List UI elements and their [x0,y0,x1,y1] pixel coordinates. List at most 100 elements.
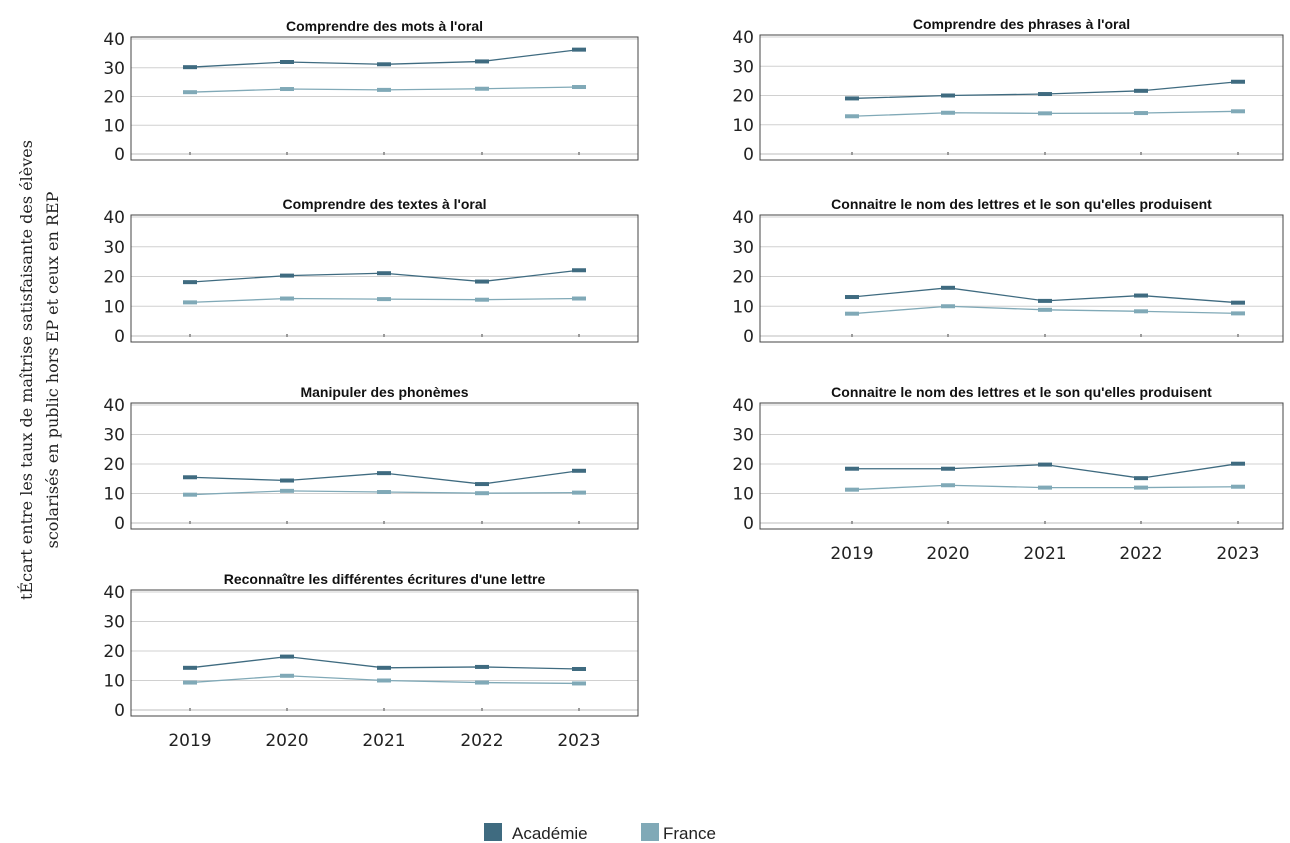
y-tick-label: 0 [743,514,754,534]
panel-title: Reconnaître les différentes écritures d'… [224,571,546,587]
y-tick-label: 40 [732,208,754,228]
y-tick-label: 30 [103,59,125,79]
y-tick-label: 0 [114,327,125,347]
x-tick-label: 2020 [265,731,308,751]
y-tick-label: 20 [732,87,754,107]
y-tick-label: 30 [732,57,754,77]
y-tick-label: 10 [103,485,125,505]
data-point [1038,462,1052,467]
y-tick-label: 40 [732,28,754,48]
chart-panel: Manipuler des phonèmes 0 10 20 30 40 [103,384,639,534]
x-tick-label: 2022 [460,731,503,751]
y-tick-label: 40 [103,396,125,416]
data-point [941,285,955,290]
y-tick-label: 40 [103,208,125,228]
data-point [572,666,586,671]
data-point [1038,92,1052,97]
data-point [941,110,955,115]
data-point [377,297,391,302]
panel-title: Connaitre le nom des lettres et le son q… [831,384,1212,400]
data-point [475,482,489,487]
data-point [941,483,955,488]
data-point [183,90,197,95]
y-tick-label: 0 [114,145,125,165]
data-point [475,86,489,91]
data-point [1038,111,1052,116]
chart-panel: Connaitre le nom des lettres et le son q… [732,384,1284,564]
data-point [1231,79,1245,84]
data-point [183,475,197,480]
data-point [1134,111,1148,116]
chart-panel: Connaitre le nom des lettres et le son q… [732,196,1284,347]
data-point [280,488,294,493]
plot-frame [130,402,639,530]
panel-title: Comprendre des textes à l'oral [282,196,486,212]
data-point [572,490,586,495]
x-tick-label: 2023 [557,731,600,751]
data-point [1231,311,1245,316]
y-axis-label: scolarisés en public hors EP et ceux en … [43,191,62,548]
legend-swatch [641,823,659,841]
data-point [280,87,294,92]
data-point [475,491,489,496]
data-point [1231,461,1245,466]
plot-frame [759,214,1284,343]
panels-group: Comprendre des mots à l'oral010203040Com… [103,16,1284,751]
chart-panel: Comprendre des mots à l'oral 0 10 20 30 40 [103,18,639,165]
data-point [475,297,489,302]
data-point [183,280,197,285]
y-tick-label: 40 [103,30,125,50]
data-point [183,492,197,497]
y-tick-label: 20 [103,88,125,108]
data-point [280,60,294,64]
data-point [1038,307,1052,312]
data-point [377,678,391,683]
data-point [845,114,859,119]
y-tick-label: 0 [743,327,754,347]
data-point [1231,484,1245,489]
y-axis-label-group: tÉcart entre les taux de maîtrise satisf… [16,140,62,600]
data-point [475,59,489,64]
data-point [475,279,489,284]
y-tick-label: 30 [103,238,125,258]
y-tick-label: 0 [114,514,125,534]
data-point [941,304,955,309]
data-point [941,466,955,471]
data-point [280,654,294,659]
x-tick-label: 2021 [362,731,405,751]
plot-frame [130,36,639,161]
legend: Académie France [484,823,716,843]
data-point [845,96,859,101]
y-tick-label: 10 [732,297,754,317]
x-tick-label: 2021 [1023,544,1066,564]
y-tick-label: 20 [103,455,125,475]
plot-frame [759,402,1284,530]
chart-panel: Reconnaître les différentes écritures d'… [103,571,639,751]
y-tick-label: 30 [103,613,125,633]
y-tick-label: 30 [103,426,125,446]
legend-label: Académie [512,824,588,843]
x-tick-label: 2023 [1216,544,1259,564]
data-point [377,271,391,276]
data-point [183,300,197,305]
y-tick-label: 10 [732,116,754,136]
data-point [280,273,294,278]
data-point [572,47,586,52]
data-point [377,87,391,92]
y-tick-label: 20 [103,268,125,288]
data-point [845,311,859,316]
y-tick-label: 30 [732,426,754,446]
data-point [1231,300,1245,305]
y-tick-label: 20 [103,642,125,662]
y-axis-label: tÉcart entre les taux de maîtrise satisf… [16,140,36,600]
y-tick-label: 10 [732,485,754,505]
x-tick-label: 2022 [1119,544,1162,564]
y-tick-label: 10 [103,297,125,317]
legend-item: France [641,823,716,843]
plot-frame [130,214,639,343]
data-point [845,487,859,492]
x-tick-label: 2019 [830,544,873,564]
y-tick-label: 10 [103,116,125,136]
y-tick-label: 0 [114,701,125,721]
